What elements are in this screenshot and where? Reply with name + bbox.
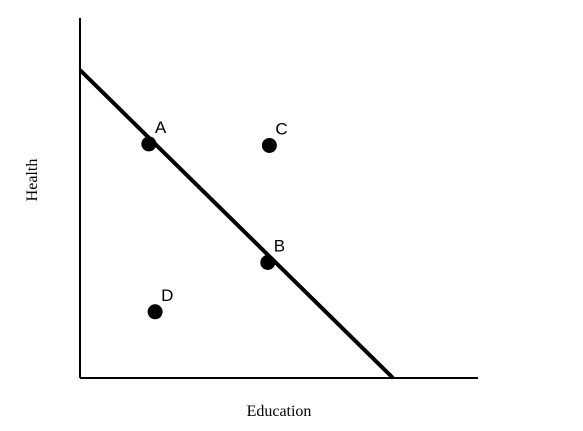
point-b — [260, 255, 275, 270]
point-label-c: C — [275, 119, 287, 138]
y-axis-label: Health — [24, 159, 41, 202]
point-a — [141, 136, 156, 151]
points-layer: A B C D — [141, 118, 287, 319]
point-label-b: B — [274, 237, 285, 256]
point-c — [262, 138, 277, 153]
point-label-d: D — [161, 286, 173, 305]
point-d — [148, 304, 163, 319]
frontier-line — [80, 70, 393, 378]
point-label-a: A — [155, 118, 167, 137]
x-axis-label: Education — [247, 403, 312, 420]
